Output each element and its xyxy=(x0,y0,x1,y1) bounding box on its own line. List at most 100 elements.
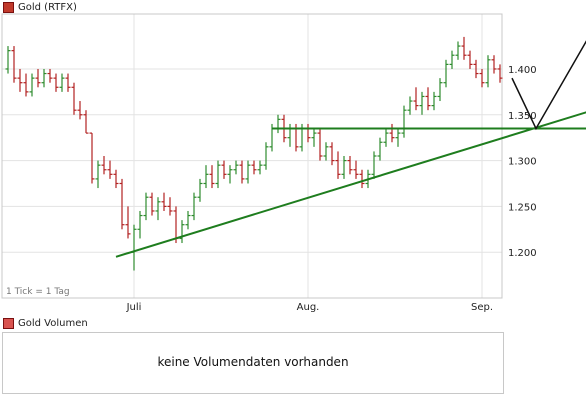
trendline xyxy=(115,111,586,258)
ohlc-bar xyxy=(125,206,131,239)
ohlc-bar xyxy=(473,59,479,79)
ohlc-bar xyxy=(77,101,83,120)
ohlc-bar xyxy=(275,114,281,134)
ohlc-bar xyxy=(119,178,125,230)
ohlc-bar xyxy=(197,178,203,202)
x-tick-label: Sep. xyxy=(471,302,493,313)
ohlc-bar xyxy=(437,78,443,102)
ohlc-bar xyxy=(5,46,11,74)
y-tick-label: 1.400 xyxy=(508,65,537,76)
y-tick-label: 1.300 xyxy=(508,157,537,168)
ohlc-bar xyxy=(263,142,269,170)
ohlc-bar xyxy=(41,68,47,88)
y-tick-label: 1.200 xyxy=(508,248,537,259)
ohlc-bar xyxy=(35,68,41,88)
ohlc-bar xyxy=(227,165,233,184)
y-tick-label: 1.350 xyxy=(508,111,537,122)
ohlc-bar xyxy=(257,160,263,175)
ohlc-bar xyxy=(491,55,497,74)
tick-note: 1 Tick = 1 Tag xyxy=(6,287,70,297)
ohlc-bar xyxy=(65,73,71,92)
ohlc-bar xyxy=(389,123,395,143)
ohlc-bar xyxy=(401,105,407,138)
price-chart: 1.200 1.250 1.300 1.350 1.400 Juli Aug. Sep. 1 … xyxy=(1,13,586,313)
ohlc-bar xyxy=(221,160,227,179)
ohlc-bar xyxy=(425,87,431,111)
ohlc-bar xyxy=(407,96,413,115)
ohlc-bar xyxy=(461,36,467,60)
ohlc-bar xyxy=(113,169,119,189)
ohlc-bar xyxy=(155,197,161,221)
chart-grid xyxy=(2,14,502,298)
projection-line xyxy=(511,40,586,131)
ohlc-bar xyxy=(479,68,485,88)
ohlc-bar xyxy=(251,160,257,175)
ohlc-bar xyxy=(95,160,101,189)
volume-legend: Gold Volumen xyxy=(3,316,88,330)
volume-panel: keine Volumendaten vorhanden xyxy=(2,332,504,394)
ohlc-bar xyxy=(485,55,491,88)
ohlc-bar xyxy=(455,41,461,60)
ohlc-bar xyxy=(347,156,353,175)
ohlc-bar xyxy=(23,73,29,97)
ohlc-bar xyxy=(449,50,455,69)
chart-axes: 1.200 1.250 1.300 1.350 1.400 Juli Aug. Sep. xyxy=(126,65,537,313)
ohlc-bar xyxy=(341,156,347,179)
ohlc-bar xyxy=(431,91,437,111)
x-tick-label: Aug. xyxy=(297,302,320,313)
ohlc-bar xyxy=(395,128,401,147)
ohlc-bar xyxy=(167,197,173,216)
ohlc-bar xyxy=(191,192,197,221)
ohlc-bar xyxy=(131,224,137,271)
ohlc-bar xyxy=(239,160,245,184)
ohlc-bar xyxy=(215,160,221,189)
ohlc-bar xyxy=(101,156,107,175)
ohlc-bar xyxy=(179,220,185,244)
ohlc-bar xyxy=(161,192,167,211)
ohlc-bar xyxy=(413,87,419,111)
ohlc-bar xyxy=(245,160,251,184)
ohlc-bar xyxy=(311,128,317,147)
price-legend-swatch-icon xyxy=(3,1,14,13)
ohlc-bar xyxy=(443,59,449,88)
ohlc-bar xyxy=(59,73,65,92)
ohlc-bar xyxy=(149,192,155,216)
trendlines xyxy=(115,40,586,258)
ohlc-bar xyxy=(467,50,473,69)
ohlc-bar xyxy=(287,123,293,147)
ohlc-bar xyxy=(383,128,389,147)
ohlc-bar xyxy=(137,210,143,239)
ohlc-bar xyxy=(47,68,53,83)
ohlc-bar xyxy=(323,142,329,161)
ohlc-bar xyxy=(329,142,335,166)
x-tick-label: Juli xyxy=(126,302,142,313)
ohlc-bar xyxy=(29,73,35,97)
ohlc-bar xyxy=(17,68,23,92)
ohlc-bar xyxy=(107,160,113,179)
ohlc-bar xyxy=(71,82,77,115)
ohlc-bar xyxy=(185,210,191,230)
volume-message: keine Volumendaten vorhanden xyxy=(157,355,349,369)
price-legend-label: Gold (RTFX) xyxy=(18,1,77,13)
ohlc-bar xyxy=(497,64,503,83)
volume-legend-swatch-icon xyxy=(3,317,14,329)
plot-frame xyxy=(1,13,503,299)
ohlc-bar xyxy=(317,128,323,161)
price-legend: Gold (RTFX) xyxy=(3,0,77,14)
ohlc-bar xyxy=(371,151,377,179)
ohlc-bar xyxy=(305,123,311,143)
ohlc-bars xyxy=(5,36,503,271)
ohlc-bar xyxy=(377,137,383,161)
ohlc-bar xyxy=(419,91,425,115)
ohlc-bar xyxy=(89,132,95,184)
ohlc-bar xyxy=(143,192,149,221)
ohlc-bar xyxy=(11,46,17,83)
volume-legend-label: Gold Volumen xyxy=(18,317,88,329)
y-tick-label: 1.250 xyxy=(508,202,537,213)
ohlc-bar xyxy=(353,160,359,179)
ohlc-bar xyxy=(233,160,239,175)
ohlc-bar xyxy=(83,110,89,134)
ohlc-bar xyxy=(359,169,365,189)
ohlc-bar xyxy=(209,165,215,189)
ohlc-bar xyxy=(203,165,209,189)
